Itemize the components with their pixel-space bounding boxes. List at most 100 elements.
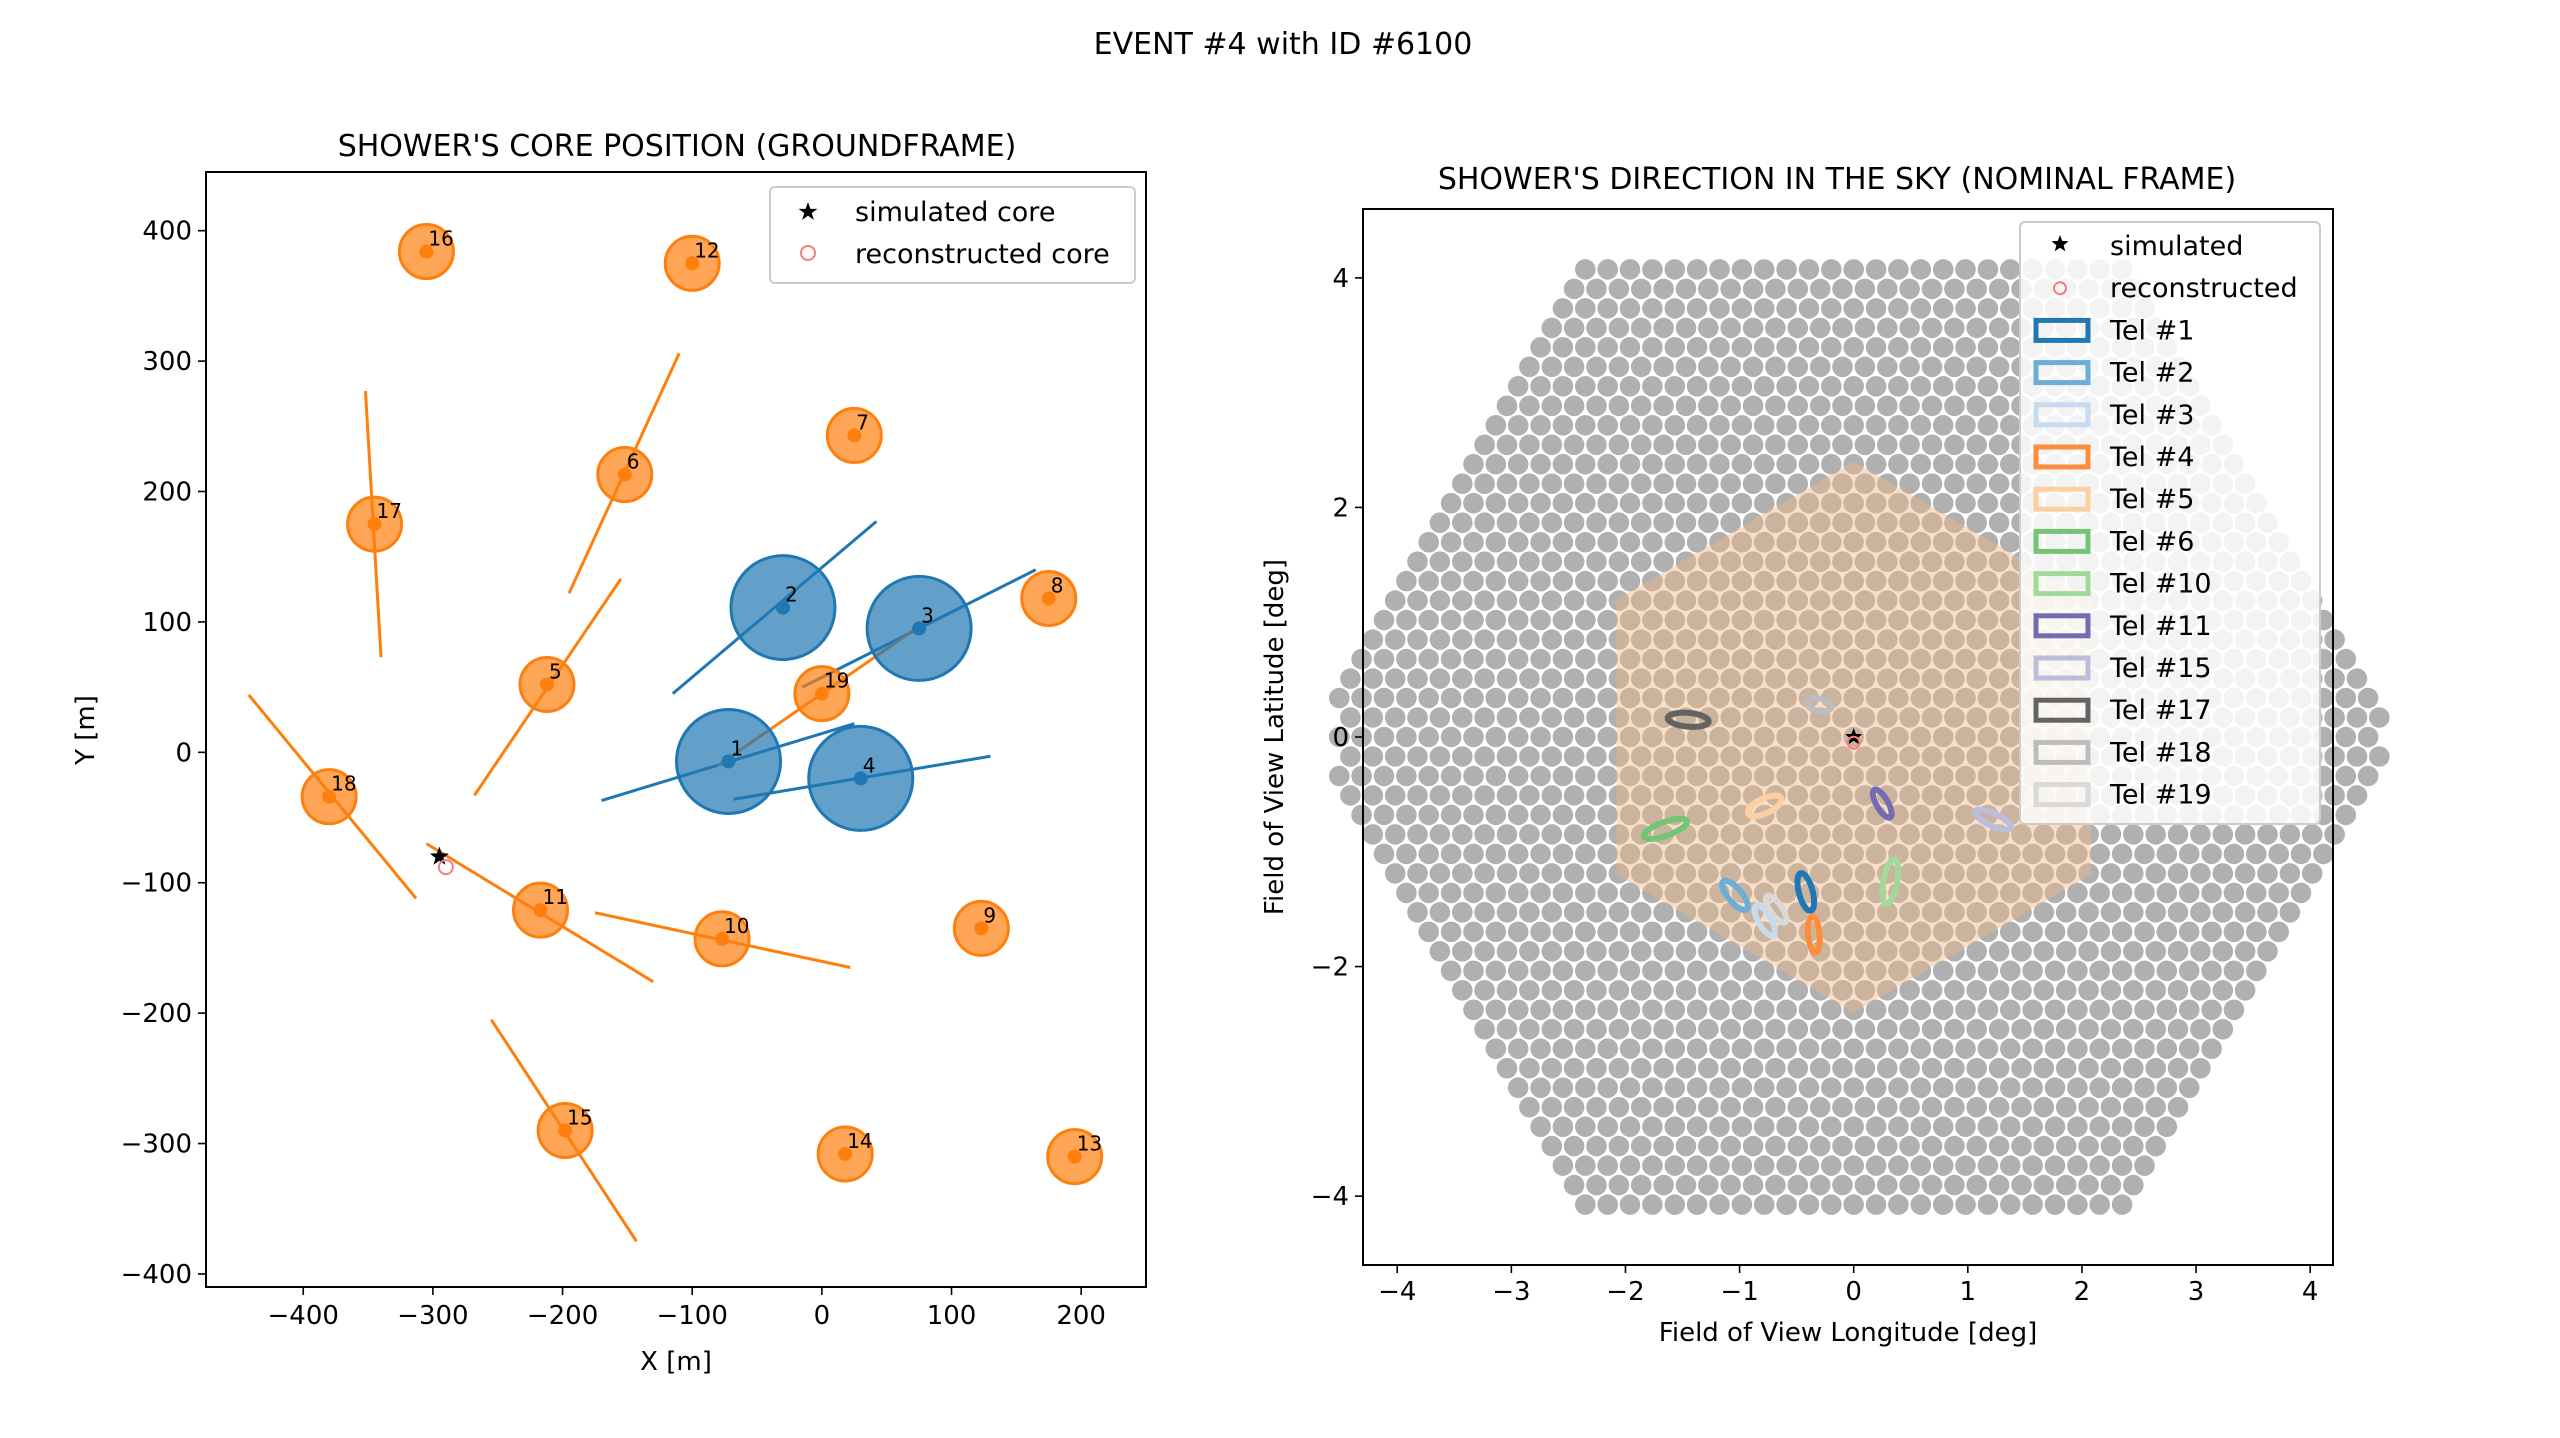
camera-pixel <box>1530 531 1551 553</box>
camera-pixel <box>1821 415 1842 436</box>
camera-pixel <box>1865 376 1887 397</box>
camera-pixel <box>1832 1096 1853 1118</box>
camera-pixel <box>1507 453 1529 475</box>
legend-tel-3-swatch <box>2033 402 2091 428</box>
camera-pixel <box>2134 921 2155 943</box>
camera-pixel <box>2000 531 2021 553</box>
camera-pixel <box>1910 999 1932 1021</box>
camera-pixel <box>1530 921 1551 943</box>
camera-pixel <box>1474 434 1495 456</box>
camera-pixel <box>1877 278 1898 300</box>
camera-pixel <box>2033 941 2055 962</box>
camera-pixel <box>1686 726 1708 748</box>
camera-pixel <box>1463 570 1484 592</box>
camera-pixel <box>1396 687 1417 709</box>
camera-pixel <box>1865 648 1887 670</box>
sky-ytick-label: 0 <box>1332 723 1349 753</box>
camera-pixel <box>1832 980 1853 1001</box>
camera-pixel <box>1619 453 1641 475</box>
camera-pixel <box>1597 298 1618 319</box>
camera-pixel <box>1709 492 1730 514</box>
camera-pixel <box>1709 648 1730 670</box>
camera-pixel <box>1418 882 1439 904</box>
camera-pixel <box>1698 863 1719 884</box>
camera-pixel <box>2078 1174 2099 1196</box>
sky-legend-box <box>2019 221 2321 825</box>
camera-pixel <box>1418 921 1439 943</box>
camera-pixel <box>1519 863 1540 884</box>
camera-pixel <box>1944 317 1965 339</box>
camera-pixel <box>1821 1077 1842 1098</box>
camera-pixel <box>1809 1135 1831 1157</box>
legend-tel-6-swatch <box>2033 528 2091 554</box>
camera-pixel <box>1552 453 1574 475</box>
camera-pixel <box>1440 921 1462 943</box>
camera-pixel <box>1675 590 1697 611</box>
ground-xtick-label: −200 <box>527 1301 598 1331</box>
ground-cores <box>429 846 454 876</box>
camera-pixel <box>1709 609 1730 631</box>
camera-pixel <box>1507 415 1529 436</box>
camera-pixel <box>1463 765 1484 787</box>
camera-pixel <box>1787 746 1809 767</box>
camera-pixel <box>1597 1116 1618 1137</box>
camera-pixel <box>1966 278 1987 300</box>
camera-pixel <box>1608 395 1630 417</box>
ellipse-10 <box>1879 856 1902 908</box>
camera-pixel <box>1552 804 1574 826</box>
ground-ytick-label: 400 <box>142 217 192 247</box>
ground-axes-frame <box>205 171 1147 1288</box>
camera-pixel <box>2290 882 2312 904</box>
camera-pixel <box>1753 609 1775 631</box>
camera-pixel <box>1720 629 1741 650</box>
camera-pixel <box>1642 765 1663 787</box>
camera-pixel <box>1586 1174 1607 1196</box>
camera-pixel <box>2346 668 2368 689</box>
camera-pixel <box>2100 824 2122 845</box>
camera-pixel <box>1362 746 1384 767</box>
camera-pixel <box>1843 492 1864 514</box>
camera-pixel <box>1452 824 1473 845</box>
camera-pixel <box>1877 902 1898 923</box>
camera-pixel <box>1832 863 1853 884</box>
telescope-7-label: 7 <box>856 410 869 434</box>
telescope-16-center <box>419 244 434 259</box>
simulated-core-star-icon <box>429 846 449 865</box>
legend-tel-19-swatch <box>2033 782 2091 808</box>
legend-tel-5-label: Tel #5 <box>2109 484 2194 515</box>
camera-pixel <box>1396 843 1417 865</box>
camera-pixel <box>1552 570 1574 592</box>
legend-tel-3-label: Tel #3 <box>2109 400 2194 431</box>
camera-pixel <box>1586 356 1607 378</box>
camera-pixel <box>1921 1018 1943 1040</box>
camera-pixel <box>1854 1135 1876 1157</box>
camera-pixel <box>1899 278 1920 300</box>
camera-pixel <box>1642 960 1663 982</box>
camera-pixel <box>1731 570 1753 592</box>
camera-pixel <box>2123 941 2144 962</box>
camera-pixel <box>1675 746 1697 767</box>
camera-pixel <box>1910 804 1932 826</box>
camera-pixel <box>1720 668 1741 689</box>
camera-pixel <box>1396 726 1417 748</box>
camera-pixel <box>1854 317 1876 339</box>
camera-pixel <box>1552 843 1574 865</box>
camera-pixel <box>1586 590 1607 611</box>
camera-pixel <box>2111 1077 2133 1098</box>
camera-pixel <box>1921 668 1943 689</box>
camera-pixel <box>1765 395 1786 417</box>
camera-pixel <box>1966 1174 1987 1196</box>
camera-pixel <box>1742 1174 1764 1196</box>
camera-pixel <box>1720 278 1741 300</box>
camera-pixel <box>2100 941 2122 962</box>
camera-pixel <box>1821 1194 1842 1215</box>
camera-pixel <box>2078 824 2099 845</box>
camera-pixel <box>1474 629 1495 650</box>
camera-pixel <box>2000 1194 2021 1215</box>
camera-pixel <box>1496 941 1518 962</box>
camera-pixel <box>2156 921 2178 943</box>
camera-pixel <box>1910 1077 1932 1098</box>
camera-pixel <box>1910 259 1932 280</box>
camera-pixel <box>1753 453 1775 475</box>
camera-pixel <box>1552 765 1574 787</box>
